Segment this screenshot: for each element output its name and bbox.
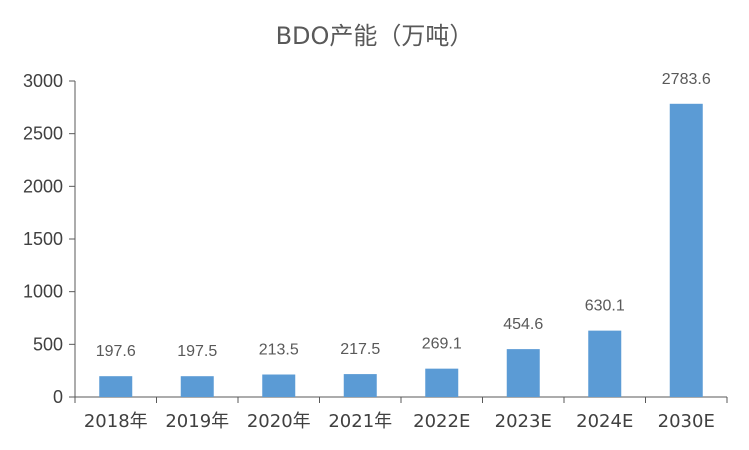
x-tick-label: 2019年 [165,411,229,432]
x-tick-label: 2018年 [84,411,148,432]
bar [180,376,214,397]
data-label: 197.5 [177,343,217,360]
bar [343,374,377,397]
y-tick-label: 0 [53,387,63,407]
x-tick-label: 2030E [658,411,715,432]
bar [99,376,133,397]
y-tick-label: 1000 [23,282,63,302]
bars [99,103,703,398]
data-label: 630.1 [585,298,625,315]
data-label: 197.6 [96,343,136,360]
x-tick-label: 2021年 [328,411,392,432]
data-label: 217.5 [340,341,380,358]
data-label: 213.5 [259,342,299,359]
data-label: 454.6 [503,316,543,333]
y-tick-label: 500 [33,334,63,354]
data-label: 269.1 [422,336,462,353]
bar [588,330,622,397]
data-label: 2783.6 [662,71,711,88]
chart-title: BDO产能（万吨） [275,22,474,50]
y-tick-label: 2500 [23,124,63,144]
bar [262,374,296,397]
bar [425,368,459,397]
x-axis: 2018年 2019年 2020年 2021年 2022E 2023E 2024E 2030E [74,396,728,432]
y-tick-label: 1500 [23,229,63,249]
x-tick-label: 2023E [495,411,552,432]
y-axis: 0 500 1000 1500 2000 2500 3000 [23,71,76,407]
y-tick-label: 3000 [23,71,63,91]
y-tick-label: 2000 [23,176,63,196]
bar [669,103,703,398]
bar [506,349,540,397]
x-tick-label: 2022E [413,411,470,432]
x-tick-label: 2024E [576,411,633,432]
data-labels: 197.6 197.5 213.5 217.5 269.1 454.6 630.1 2783.… [96,71,711,360]
x-tick-label: 2020年 [247,411,311,432]
